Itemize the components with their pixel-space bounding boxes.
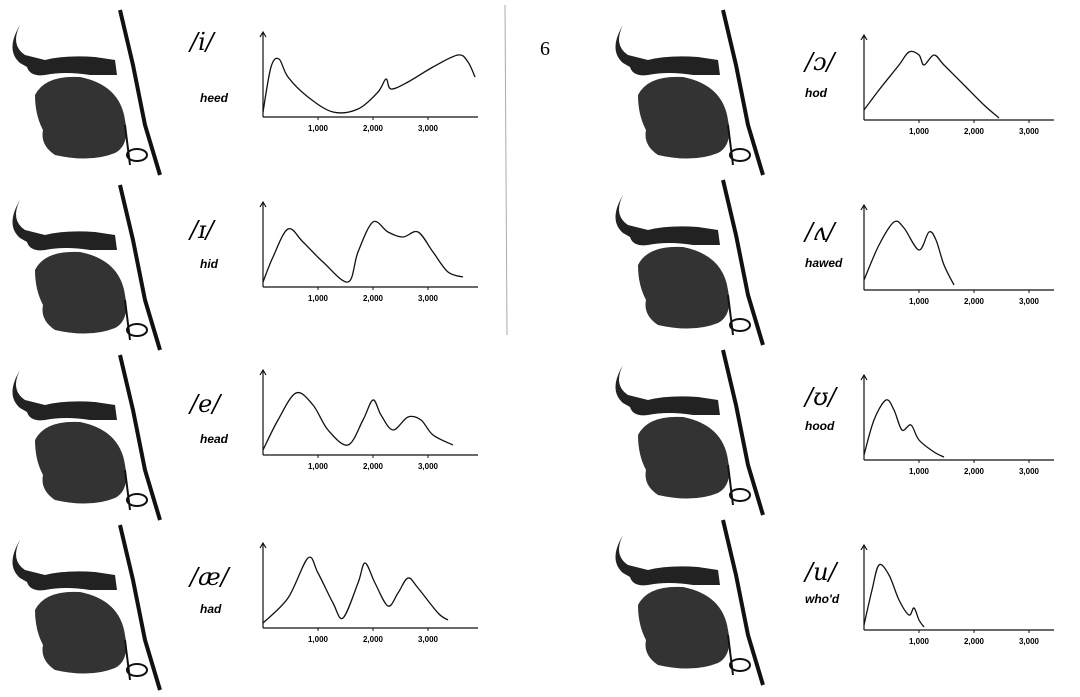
spectrum-curve [864,400,944,457]
y-axis [260,543,266,628]
y-axis [260,32,266,117]
vocal-tract-drawing [13,355,161,520]
tick-label: 1,000 [308,635,329,644]
word-label: who'd [805,592,840,606]
tick-label: 1,000 [308,462,329,471]
vocal-tract-drawing [616,180,764,345]
tick-label: 3,000 [1019,297,1040,306]
word-label: had [200,602,222,616]
tick-label: 2,000 [964,297,985,306]
vocal-tract-drawing [616,10,764,175]
tick-label: 3,000 [418,294,439,303]
spectrum-curve [263,221,463,282]
phonetic-symbol: /ʊ/ [803,383,839,411]
page: 6 /i/heed 1,000 2,000 3,000/ɪ/hid 1,000 2,000… [0,0,1080,697]
spectrum-curve [864,221,954,285]
phonetic-symbol: /ɪ/ [188,216,217,244]
fold-line [505,5,507,335]
vowel-panel: /u/who'd 1,000 2,000 3,000 [616,520,1055,685]
tick-label: 2,000 [964,127,985,136]
word-label: heed [200,91,229,105]
spectrum-curve [864,564,924,627]
phonetic-symbol: /u/ [803,558,840,586]
tick-label: 1,000 [308,294,329,303]
vowel-panel: /æ/had 1,000 2,000 3,000 [13,525,479,690]
tick-label: 1,000 [909,297,930,306]
tick-label: 3,000 [418,635,439,644]
vowel-panel: /i/heed 1,000 2,000 3,000 [13,10,479,175]
vocal-tract-drawing [13,10,161,175]
tick-label: 3,000 [418,462,439,471]
y-axis [260,370,266,455]
tick-label: 1,000 [308,124,329,133]
phonetic-symbol: /ʌ/ [803,218,838,246]
tick-label: 3,000 [1019,467,1040,476]
tick-label: 2,000 [363,462,384,471]
phonetic-symbol: /i/ [188,28,217,56]
tick-label: 3,000 [1019,637,1040,646]
phonetic-symbol: /ɔ/ [803,48,838,76]
word-label: hod [805,86,828,100]
tick-label: 2,000 [964,637,985,646]
spectrum-curve [263,557,448,623]
phonetic-symbol: /e/ [188,390,223,418]
vocal-tract-drawing [616,350,764,515]
tick-label: 2,000 [363,294,384,303]
tick-label: 2,000 [964,467,985,476]
vowel-panel: /e/head 1,000 2,000 3,000 [13,355,479,520]
word-label: hawed [805,256,843,270]
vowel-panel: /ɪ/hid 1,000 2,000 3,000 [13,185,479,350]
panels: /i/heed 1,000 2,000 3,000/ɪ/hid 1,000 2,000 3,… [13,10,1055,690]
spectrum-curve [864,51,999,118]
spectrum-curve [263,393,453,450]
tick-label: 2,000 [363,635,384,644]
vowel-panel: /ɔ/hod 1,000 2,000 3,000 [616,10,1055,175]
y-axis [861,205,867,290]
tick-label: 3,000 [418,124,439,133]
vocal-tract-drawing [13,185,161,350]
word-label: hood [805,419,835,433]
tick-label: 1,000 [909,127,930,136]
vocal-tract-drawing [616,520,764,685]
y-axis [260,202,266,287]
spectrum-curve [263,55,475,113]
word-label: hid [200,257,219,271]
vocal-tract-drawing [13,525,161,690]
tick-label: 2,000 [363,124,384,133]
vowel-panel: /ʌ/hawed 1,000 2,000 3,000 [616,180,1055,345]
page-number: 6 [540,38,550,60]
tick-label: 3,000 [1019,127,1040,136]
vowel-panel: /ʊ/hood 1,000 2,000 3,000 [616,350,1055,515]
tick-label: 1,000 [909,637,930,646]
phonetic-symbol: /æ/ [188,563,232,591]
word-label: head [200,432,229,446]
tick-label: 1,000 [909,467,930,476]
